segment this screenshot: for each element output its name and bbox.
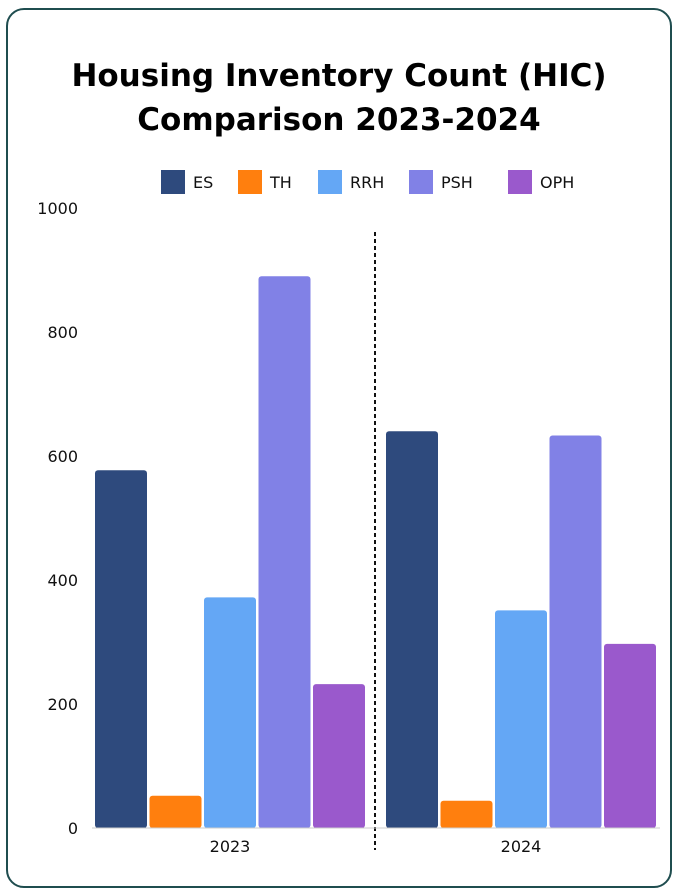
bar-th-2023 xyxy=(149,795,202,828)
legend-label-es: ES xyxy=(193,173,213,192)
bar-rrh-2024 xyxy=(495,610,547,828)
bars xyxy=(95,276,656,828)
bar-th-2024 xyxy=(440,800,493,828)
bar-es-2024 xyxy=(386,431,438,828)
chart-title: Housing Inventory Count (HIC) Comparison… xyxy=(0,54,678,142)
bar-psh-2023 xyxy=(258,276,311,828)
chart-title-line-2: Comparison 2023-2024 xyxy=(137,102,541,138)
legend: ES TH RRH PSH OPH xyxy=(161,170,574,194)
legend-label-psh: PSH xyxy=(441,173,473,192)
y-tick-label: 600 xyxy=(47,447,78,466)
legend-swatch-th xyxy=(238,170,262,194)
y-axis: 0 200 400 600 800 1000 xyxy=(37,199,78,838)
legend-label-th: TH xyxy=(269,173,292,192)
legend-label-rrh: RRH xyxy=(350,173,384,192)
bar-rrh-2023 xyxy=(204,597,256,828)
bar-chart: ES TH RRH PSH OPH 0 200 400 600 800 1000 2023 2024 xyxy=(37,170,660,856)
y-tick-label: 200 xyxy=(47,695,78,714)
y-tick-label: 0 xyxy=(68,819,78,838)
chart-title-line-1: Housing Inventory Count (HIC) xyxy=(71,58,607,94)
legend-label-oph: OPH xyxy=(540,173,574,192)
bar-psh-2024 xyxy=(549,435,602,828)
bar-es-2023 xyxy=(95,470,147,828)
bar-oph-2023 xyxy=(313,684,365,828)
legend-swatch-oph xyxy=(508,170,532,194)
y-tick-label: 1000 xyxy=(37,199,78,218)
x-axis: 2023 2024 xyxy=(210,837,542,856)
x-tick-label-2024: 2024 xyxy=(501,837,542,856)
legend-swatch-rrh xyxy=(318,170,342,194)
legend-swatch-psh xyxy=(409,170,433,194)
legend-swatch-es xyxy=(161,170,185,194)
bar-oph-2024 xyxy=(604,643,656,828)
y-tick-label: 400 xyxy=(47,571,78,590)
x-tick-label-2023: 2023 xyxy=(210,837,251,856)
y-tick-label: 800 xyxy=(47,323,78,342)
